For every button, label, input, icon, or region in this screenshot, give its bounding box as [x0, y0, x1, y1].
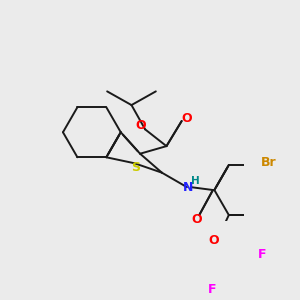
Text: O: O	[191, 213, 202, 226]
Text: S: S	[132, 160, 141, 174]
Text: O: O	[135, 119, 146, 132]
Text: H: H	[191, 176, 200, 186]
Text: Br: Br	[260, 156, 276, 169]
Text: N: N	[183, 181, 194, 194]
Text: O: O	[208, 234, 219, 247]
Text: O: O	[181, 112, 192, 125]
Text: F: F	[258, 248, 266, 261]
Text: F: F	[208, 283, 216, 296]
